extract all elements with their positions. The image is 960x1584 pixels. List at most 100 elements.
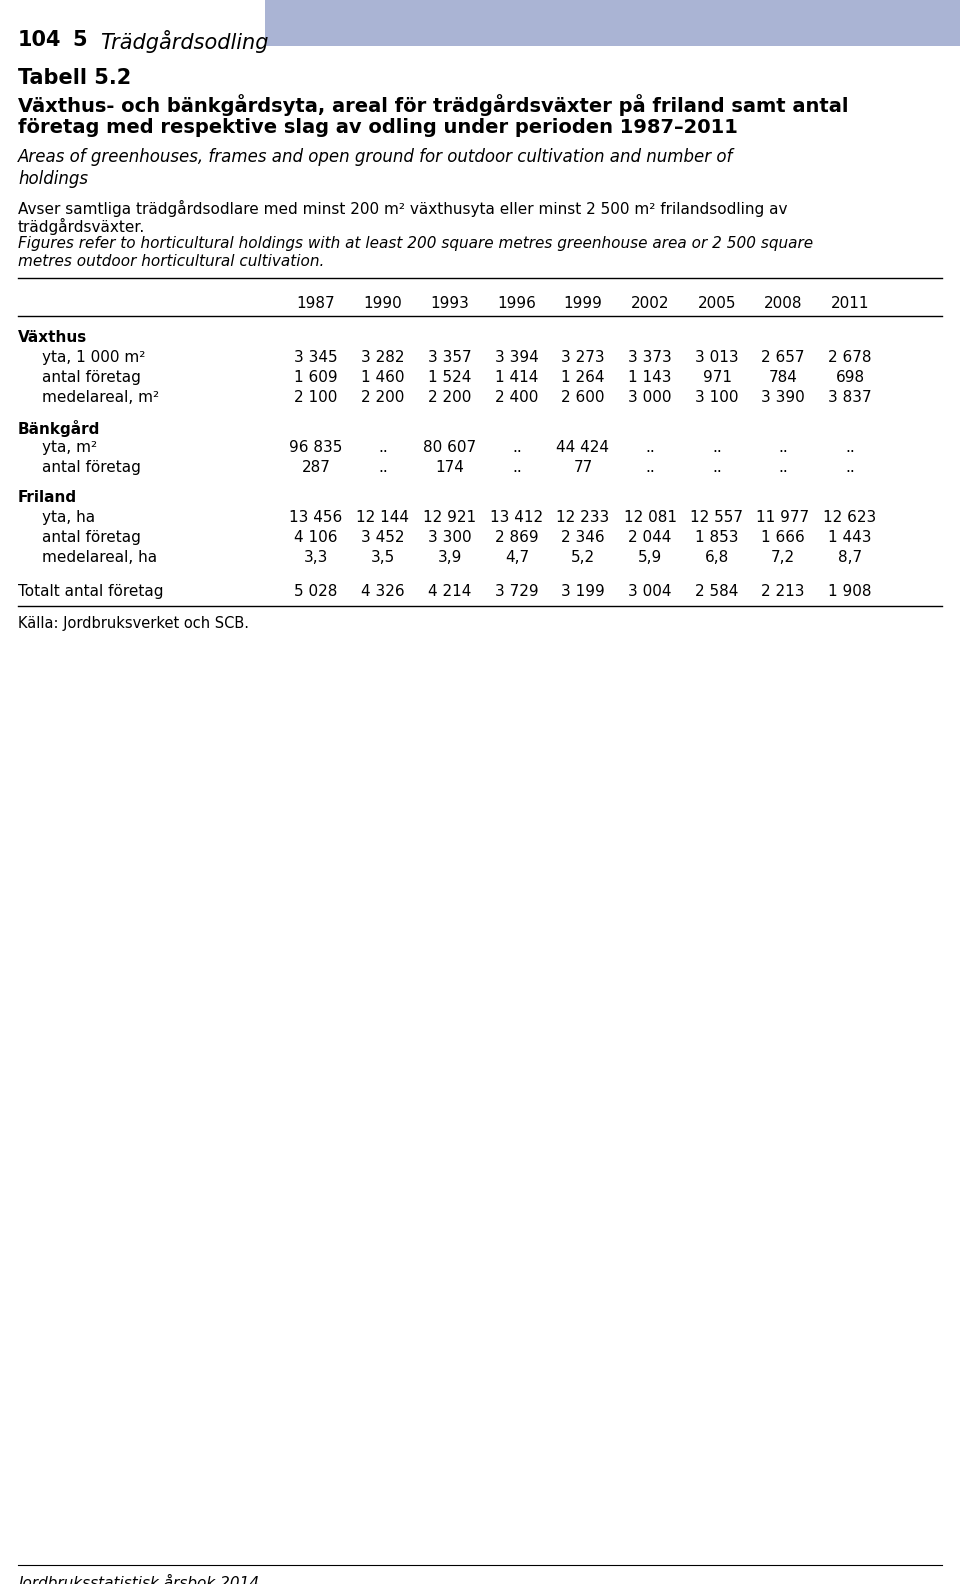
- Text: Avser samtliga trädgårdsodlare med minst 200 m² växthusyta eller minst 2 500 m² : Avser samtliga trädgårdsodlare med minst…: [18, 200, 787, 217]
- Text: ..: ..: [779, 459, 788, 475]
- Text: ..: ..: [645, 440, 655, 455]
- Text: 1 609: 1 609: [294, 371, 338, 385]
- Text: 1 443: 1 443: [828, 531, 872, 545]
- Text: 4 214: 4 214: [428, 584, 471, 599]
- Text: 11 977: 11 977: [756, 510, 809, 524]
- Text: 44 424: 44 424: [557, 440, 610, 455]
- Text: ..: ..: [845, 459, 854, 475]
- Text: 2008: 2008: [764, 296, 803, 310]
- Text: 12 081: 12 081: [623, 510, 677, 524]
- Text: 5,9: 5,9: [637, 550, 662, 565]
- Text: 12 144: 12 144: [356, 510, 410, 524]
- Text: Areas of greenhouses, frames and open ground for outdoor cultivation and number : Areas of greenhouses, frames and open gr…: [18, 147, 733, 166]
- Text: 2 584: 2 584: [695, 584, 738, 599]
- Text: 3 373: 3 373: [628, 350, 672, 364]
- Text: 3 390: 3 390: [761, 390, 804, 406]
- Text: 1999: 1999: [564, 296, 603, 310]
- Text: 5 028: 5 028: [295, 584, 338, 599]
- Text: ..: ..: [845, 440, 854, 455]
- Text: 2 200: 2 200: [361, 390, 405, 406]
- Text: antal företag: antal företag: [42, 371, 141, 385]
- Text: 13 456: 13 456: [289, 510, 343, 524]
- Text: Trädgårdsodling: Trädgårdsodling: [100, 30, 269, 52]
- Text: 3 394: 3 394: [495, 350, 539, 364]
- Text: 3 357: 3 357: [428, 350, 471, 364]
- Text: 4 106: 4 106: [295, 531, 338, 545]
- Text: 1990: 1990: [364, 296, 402, 310]
- Text: Jordbruksstatistisk årsbok 2014: Jordbruksstatistisk årsbok 2014: [18, 1574, 259, 1584]
- Text: 2 657: 2 657: [761, 350, 804, 364]
- Text: Totalt antal företag: Totalt antal företag: [18, 584, 163, 599]
- Text: 2 678: 2 678: [828, 350, 872, 364]
- Text: 3 004: 3 004: [628, 584, 672, 599]
- Text: 8,7: 8,7: [838, 550, 862, 565]
- Text: 784: 784: [769, 371, 798, 385]
- Text: 2 213: 2 213: [761, 584, 804, 599]
- Text: 3 300: 3 300: [428, 531, 471, 545]
- Text: 12 623: 12 623: [824, 510, 876, 524]
- Text: 3,3: 3,3: [303, 550, 328, 565]
- Text: 3 199: 3 199: [562, 584, 605, 599]
- Text: 3 273: 3 273: [562, 350, 605, 364]
- Text: 3,5: 3,5: [371, 550, 396, 565]
- Text: 5: 5: [72, 30, 86, 51]
- Text: holdings: holdings: [18, 169, 88, 188]
- Text: 3 013: 3 013: [695, 350, 739, 364]
- Text: 971: 971: [703, 371, 732, 385]
- Text: 287: 287: [301, 459, 330, 475]
- Text: 7,2: 7,2: [771, 550, 795, 565]
- Text: ..: ..: [378, 459, 388, 475]
- Text: 6,8: 6,8: [705, 550, 730, 565]
- Text: trädgårdsväxter.: trädgårdsväxter.: [18, 219, 145, 234]
- Text: 96 835: 96 835: [289, 440, 343, 455]
- Text: ..: ..: [712, 459, 722, 475]
- Text: 2011: 2011: [830, 296, 869, 310]
- Text: ..: ..: [645, 459, 655, 475]
- Text: 1 460: 1 460: [361, 371, 405, 385]
- Text: 12 921: 12 921: [423, 510, 476, 524]
- Text: 2 100: 2 100: [295, 390, 338, 406]
- Text: 1 143: 1 143: [628, 371, 672, 385]
- Text: 3 282: 3 282: [361, 350, 405, 364]
- Text: 4 326: 4 326: [361, 584, 405, 599]
- Text: ..: ..: [512, 440, 522, 455]
- Text: 4,7: 4,7: [505, 550, 529, 565]
- Text: 1996: 1996: [497, 296, 537, 310]
- Text: 1987: 1987: [297, 296, 335, 310]
- Text: Bänkgård: Bänkgård: [18, 420, 101, 437]
- Text: metres outdoor horticultural cultivation.: metres outdoor horticultural cultivation…: [18, 253, 324, 269]
- Text: 3 345: 3 345: [294, 350, 338, 364]
- Text: Källa: Jordbruksverket och SCB.: Källa: Jordbruksverket och SCB.: [18, 616, 249, 630]
- Text: 3 452: 3 452: [361, 531, 405, 545]
- Text: 12 233: 12 233: [557, 510, 610, 524]
- Text: 2 600: 2 600: [562, 390, 605, 406]
- Text: 2 346: 2 346: [562, 531, 605, 545]
- Text: 1 666: 1 666: [761, 531, 804, 545]
- Text: 2002: 2002: [631, 296, 669, 310]
- Text: ..: ..: [512, 459, 522, 475]
- Bar: [265, 0, 960, 46]
- Text: yta, ha: yta, ha: [42, 510, 95, 524]
- Text: 2 200: 2 200: [428, 390, 471, 406]
- Text: 2 869: 2 869: [495, 531, 539, 545]
- Text: 77: 77: [573, 459, 592, 475]
- Text: antal företag: antal företag: [42, 459, 141, 475]
- Text: 1 524: 1 524: [428, 371, 471, 385]
- Text: Växthus- och bänkgårdsyta, areal för trädgårdsväxter på friland samt antal: Växthus- och bänkgårdsyta, areal för trä…: [18, 93, 849, 116]
- Text: 2005: 2005: [698, 296, 736, 310]
- Text: yta, 1 000 m²: yta, 1 000 m²: [42, 350, 145, 364]
- Text: 80 607: 80 607: [423, 440, 476, 455]
- Text: medelareal, m²: medelareal, m²: [42, 390, 159, 406]
- Text: 1 264: 1 264: [562, 371, 605, 385]
- Text: 174: 174: [436, 459, 465, 475]
- Text: Friland: Friland: [18, 489, 77, 505]
- Text: 3 100: 3 100: [695, 390, 739, 406]
- Text: Växthus: Växthus: [18, 329, 87, 345]
- Text: ..: ..: [378, 440, 388, 455]
- Text: 1993: 1993: [431, 296, 469, 310]
- Text: yta, m²: yta, m²: [42, 440, 97, 455]
- Text: 5,2: 5,2: [571, 550, 595, 565]
- Text: Figures refer to horticultural holdings with at least 200 square metres greenhou: Figures refer to horticultural holdings …: [18, 236, 813, 250]
- Text: 12 557: 12 557: [690, 510, 743, 524]
- Text: medelareal, ha: medelareal, ha: [42, 550, 157, 565]
